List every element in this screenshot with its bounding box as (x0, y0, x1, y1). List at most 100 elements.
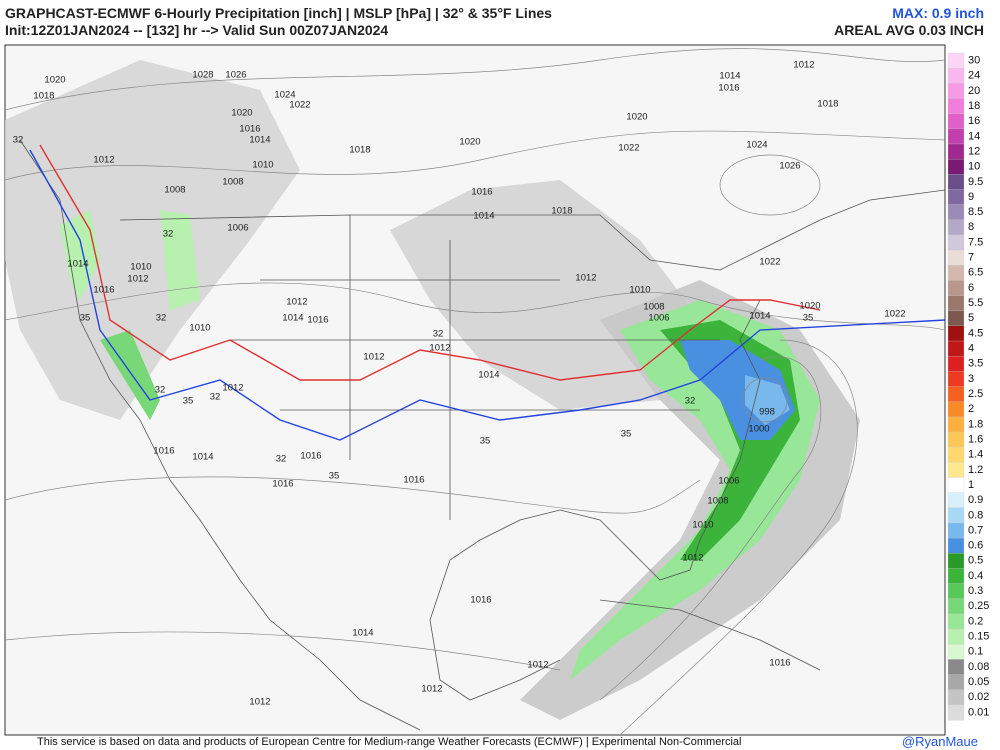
colorbar-label: 1.6 (968, 433, 983, 445)
map-label: 1022 (289, 100, 310, 111)
map-label: 1006 (648, 313, 669, 324)
map-label: 1016 (307, 315, 328, 326)
colorbar-swatch (947, 158, 965, 175)
map-label: 32 (163, 229, 174, 240)
map-label: 1006 (718, 476, 739, 487)
map-label: 1010 (130, 262, 151, 273)
map-label: 32 (433, 329, 444, 340)
colorbar-label: 12 (968, 145, 980, 157)
colorbar-swatch (947, 68, 965, 84)
colorbar-label: 18 (968, 100, 980, 112)
map-label: 1020 (626, 112, 647, 123)
colorbar-swatch (947, 265, 965, 281)
map-label: 1020 (799, 301, 820, 312)
map-label: 1012 (421, 684, 442, 695)
colorbar-swatch (947, 431, 965, 448)
map-label: 1016 (769, 658, 790, 669)
colorbar-label: 20 (968, 85, 980, 97)
colorbar-swatch (947, 507, 965, 524)
colorbar-label: 1.8 (968, 418, 983, 430)
map-label: 1012 (93, 155, 114, 166)
map-label: 1010 (629, 285, 650, 296)
map-label: 1018 (551, 206, 572, 217)
colorbar-label: 5.5 (968, 297, 983, 309)
map-label: 35 (621, 429, 632, 440)
areal-average: AREAL AVG 0.03 INCH (834, 22, 984, 38)
colorbar-swatch (947, 143, 965, 160)
map-label: 1012 (575, 273, 596, 284)
colorbar-swatch (947, 234, 965, 251)
map-label: 1008 (643, 302, 664, 313)
map-label: 1012 (286, 297, 307, 308)
colorbar-swatch (947, 340, 965, 357)
colorbar-label: 1.2 (968, 464, 983, 476)
map-label: 1010 (252, 160, 273, 171)
map-label: 32 (210, 392, 221, 403)
map-label: 1020 (459, 137, 480, 148)
map-label: 1016 (93, 285, 114, 296)
author: @RyanMaue (901, 734, 978, 749)
colorbar-label: 0.3 (968, 585, 983, 597)
map-label: 1014 (478, 370, 499, 381)
map-label: 35 (803, 313, 814, 324)
colorbar-swatch (947, 249, 965, 266)
map-label: 1012 (527, 660, 548, 671)
colorbar-swatch (947, 386, 965, 403)
map-label: 1024 (746, 140, 767, 151)
colorbar-label: 5 (968, 312, 974, 324)
map-label: 1008 (707, 496, 728, 507)
colorbar-label: 2.5 (968, 388, 983, 400)
map-label: 1018 (349, 145, 370, 156)
colorbar-label: 0.05 (968, 676, 989, 688)
colorbar-label: 9 (968, 191, 974, 203)
colorbar-label: 7 (968, 252, 974, 264)
colorbar-label: 1 (968, 479, 974, 491)
isobars (4, 48, 946, 736)
colorbar-swatch (947, 553, 965, 569)
colorbar-label: 0.01 (968, 706, 989, 718)
map-label: 1012 (429, 343, 450, 354)
colorbar-swatch (947, 522, 965, 539)
colorbar-label: 24 (968, 70, 980, 82)
map-label: 998 (759, 407, 775, 418)
colorbar-label: 0.6 (968, 540, 983, 552)
colorbar-swatch (947, 174, 965, 190)
colorbar-label: 6 (968, 282, 974, 294)
map-label: 1014 (352, 628, 373, 639)
map-label: 1012 (249, 697, 270, 708)
map-label: 1016 (239, 124, 260, 135)
map-label: 32 (156, 313, 167, 324)
map-label: 1014 (719, 71, 740, 82)
map-label: 32 (276, 454, 287, 465)
map-label: 1016 (718, 83, 739, 94)
map-label: 1018 (817, 99, 838, 110)
map-label: 1016 (153, 446, 174, 457)
colorbar-swatch (947, 98, 965, 115)
map-label: 1016 (471, 187, 492, 198)
map-label: 32 (685, 396, 696, 407)
colorbar-swatch (947, 83, 965, 99)
map-label: 1012 (127, 274, 148, 285)
colorbar-label: 16 (968, 115, 980, 127)
colorbar-label: 0.5 (968, 555, 983, 567)
colorbar-swatch (947, 204, 965, 221)
colorbar-swatch (947, 280, 965, 296)
colorbar-swatch (947, 674, 965, 691)
colorbar-swatch (947, 644, 965, 660)
map-label: 1014 (282, 313, 303, 324)
colorbar-label: 30 (968, 54, 980, 66)
colorbar-swatch (947, 537, 965, 554)
map-label: 1022 (618, 143, 639, 154)
title: GRAPHCAST-ECMWF 6-Hourly Precipitation [… (5, 5, 552, 21)
colorbar-label: 0.15 (968, 631, 989, 643)
map-label: 1012 (363, 352, 384, 363)
map-label: 1028 (192, 70, 213, 81)
colorbar-swatch (947, 356, 965, 372)
map-label: 1016 (470, 595, 491, 606)
colorbar-swatch (947, 189, 965, 206)
map-label: 35 (329, 471, 340, 482)
colorbar-swatch (947, 325, 965, 342)
colorbar-swatch (947, 128, 965, 145)
map-label: 1010 (189, 323, 210, 334)
